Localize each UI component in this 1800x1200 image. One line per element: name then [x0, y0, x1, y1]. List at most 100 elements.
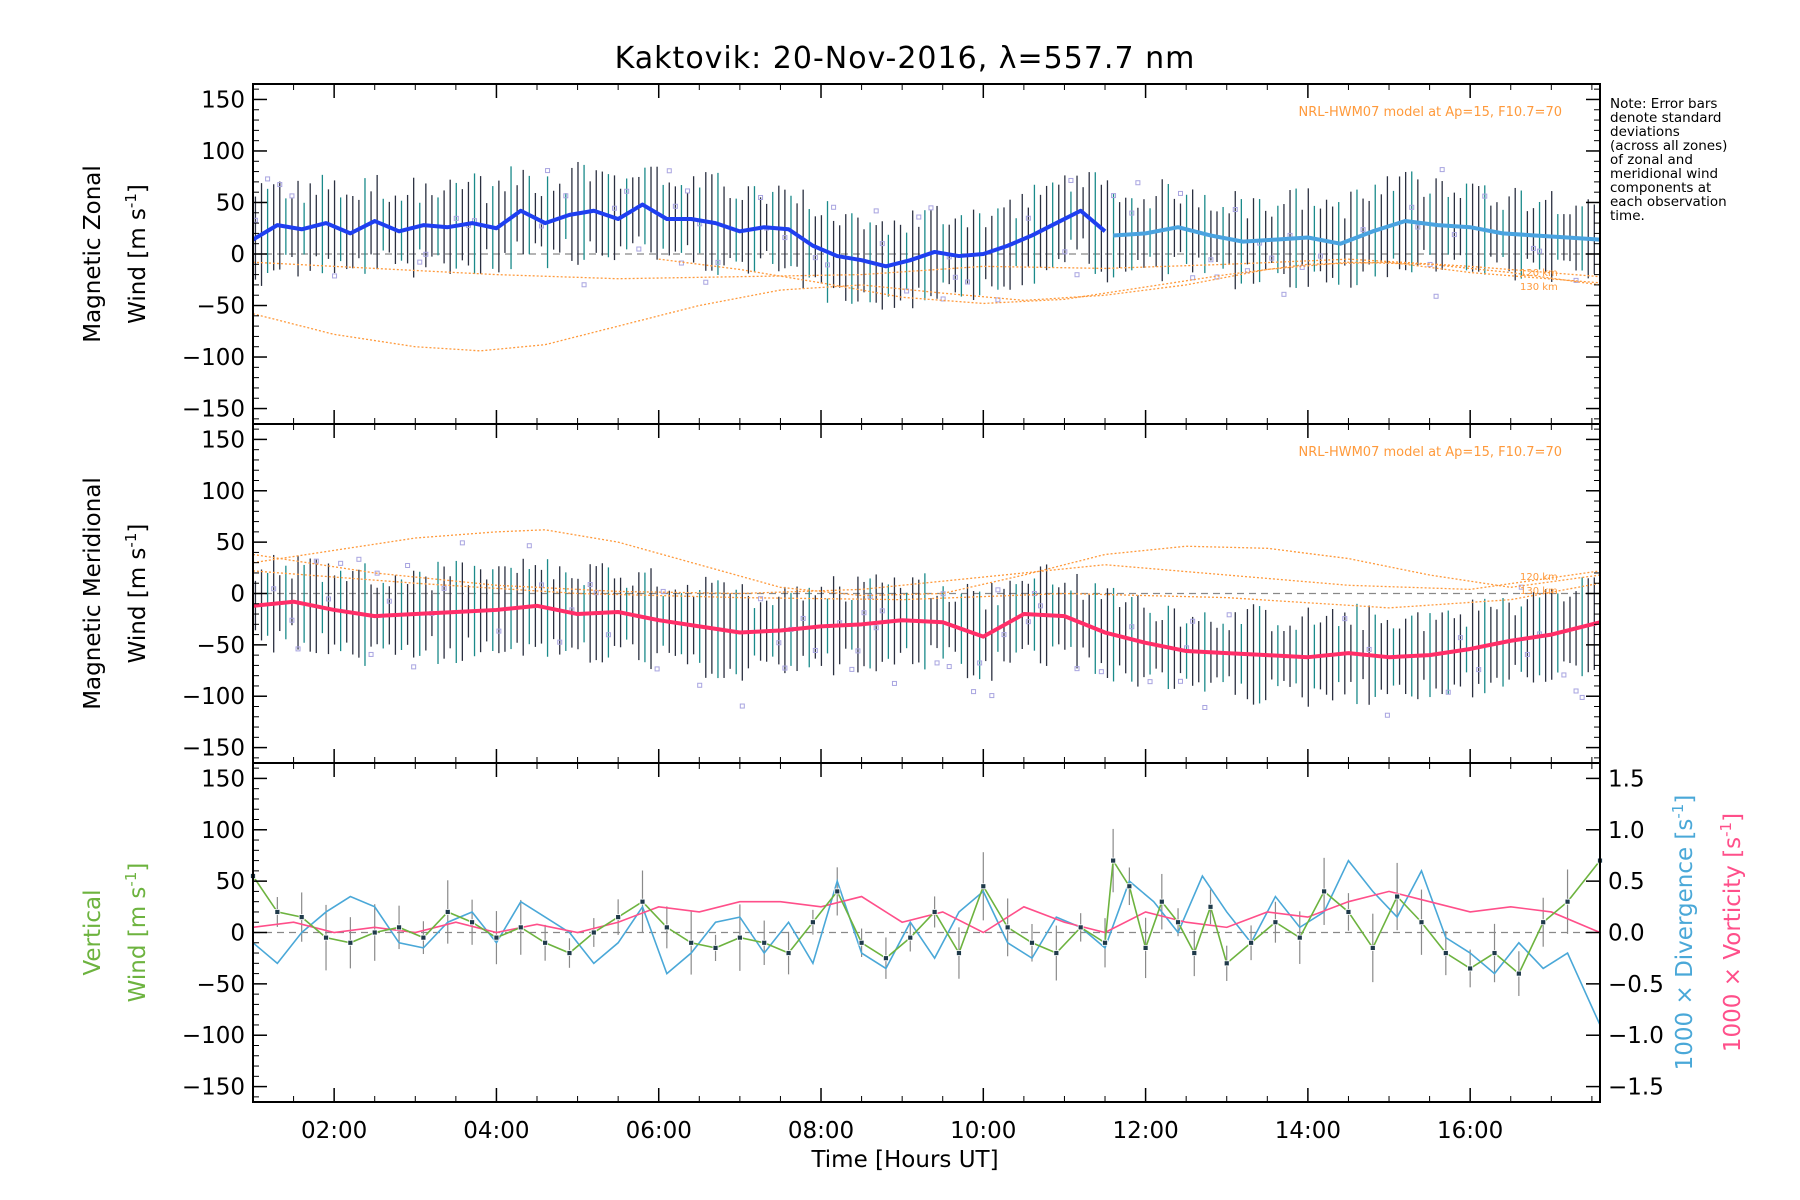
scatter-point [654, 666, 660, 672]
scatter-point [995, 587, 1001, 593]
note-line: (across all zones) [1610, 138, 1727, 154]
scatter-point [812, 647, 818, 653]
altitude-label: 120 km [1520, 572, 1558, 583]
vertical-wind-point [1053, 950, 1060, 956]
scatter-point [386, 598, 392, 604]
scatter-point [271, 586, 277, 592]
model-curve [252, 570, 1601, 609]
model-label: NRL-HWM07 model at Ap=15, F10.7=70 [1299, 105, 1563, 120]
vertical-wind-point [323, 934, 329, 941]
vertical-wind-point [1126, 883, 1133, 890]
scatter-point [459, 540, 465, 546]
scatter-point [1537, 248, 1543, 254]
note-line: deviations [1610, 124, 1680, 140]
vertical-wind-point [469, 919, 475, 926]
vertical-wind-point [542, 939, 549, 946]
y-axis-label: Wind [m s-1] [122, 184, 151, 324]
mean-wind-line [252, 599, 1601, 660]
note-line: denote standard [1610, 110, 1721, 126]
note-line: time. [1610, 208, 1645, 224]
scatter-point [277, 182, 283, 188]
y-axis-label-sup: -1 [122, 193, 140, 208]
x-axis-label: Time [Hours UT] [810, 1147, 998, 1173]
vertical-wind-point [639, 898, 646, 905]
y-tick-label: −100 [182, 1023, 245, 1049]
vertical-wind-point [1102, 939, 1108, 946]
scatter-point [697, 682, 703, 688]
scatter-point [1518, 584, 1524, 590]
scatter-point [1031, 591, 1037, 597]
y-axis-label-end: ] [125, 863, 151, 872]
vertical-wind-point [444, 909, 451, 915]
scatter-point [989, 693, 995, 699]
y-tick-label: 50 [216, 190, 245, 216]
vertical-wind-point [712, 945, 719, 951]
scatter-point [660, 588, 666, 594]
vertical-wind-point [274, 909, 281, 915]
right-y-tick-label: 0.5 [1608, 869, 1645, 895]
scatter-point [1457, 635, 1463, 641]
scatter-point [855, 648, 861, 654]
altitude-label: 120 km [1520, 268, 1558, 279]
vertical-wind-point [1296, 934, 1303, 941]
scatter-point [325, 596, 331, 602]
scatter-point [758, 596, 764, 602]
y-tick-label: −150 [182, 736, 245, 762]
scatter-point [891, 680, 897, 686]
scatter-point [295, 646, 301, 652]
scatter-point [739, 703, 745, 709]
vertical-wind-point [493, 934, 500, 941]
y-tick-label: −150 [182, 397, 245, 423]
vertical-wind-point [1175, 919, 1181, 926]
vertical-wind-point [907, 934, 914, 941]
vertical-wind-point [590, 929, 597, 936]
scatter-point [1202, 704, 1208, 710]
scatter-point [831, 204, 837, 210]
vertical-wind-point [736, 934, 743, 941]
scatter-point [1579, 694, 1585, 700]
vertical-wind-point [1418, 919, 1425, 926]
scatter-point [666, 168, 672, 174]
scatter-point [1433, 293, 1439, 299]
scatter-point [964, 279, 970, 285]
vertical-wind-point [1158, 898, 1165, 905]
scatter-point [867, 593, 873, 599]
note-line: Note: Error bars [1610, 96, 1717, 112]
y-tick-label: −100 [182, 345, 245, 371]
y-axis-label: Wind [m s-1] [122, 863, 151, 1003]
vertical-wind-point [1004, 924, 1011, 931]
right-y-tick-label: −0.5 [1608, 972, 1664, 998]
y-axis-label: Magnetic Meridional [80, 477, 106, 710]
scatter-point [678, 260, 684, 266]
note-line: of zonal and [1610, 152, 1693, 168]
scatter-point [1561, 672, 1567, 678]
right-y-tick-label: −1.5 [1608, 1075, 1664, 1101]
scatter-point [672, 203, 678, 209]
y-tick-label: −50 [196, 633, 245, 659]
mean-wind-line [1113, 219, 1601, 246]
vorticity-axis-label: 1000 × Vorticity [s-1] [1717, 813, 1746, 1052]
model-curve [252, 529, 1601, 597]
model-label: NRL-HWM07 model at Ap=15, F10.7=70 [1299, 445, 1563, 460]
scatter-point [873, 625, 879, 631]
vertical-wind-point [1467, 965, 1474, 972]
y-axis-label-end: ] [125, 184, 151, 193]
y-tick-label: 150 [201, 766, 245, 792]
y-tick-label: 50 [216, 869, 245, 895]
scatter-point [1573, 277, 1579, 283]
scatter-point [356, 556, 362, 562]
scatter-point [776, 640, 782, 646]
scatter-point [879, 608, 885, 614]
divergence-axis-label: 1000 × Divergence [s-1] [1669, 795, 1698, 1071]
scatter-point [946, 664, 952, 670]
scatter-point [1025, 619, 1031, 625]
vertical-wind-point [420, 934, 427, 941]
scatter-point [1244, 268, 1250, 274]
x-tick-label: 10:00 [950, 1118, 1016, 1144]
scatter-point [405, 562, 411, 568]
scatter-point [1476, 667, 1482, 673]
y-tick-label: 100 [201, 139, 245, 165]
scatter-point [1038, 603, 1044, 609]
y-tick-label: 100 [201, 479, 245, 505]
scatter-point [1384, 712, 1390, 718]
